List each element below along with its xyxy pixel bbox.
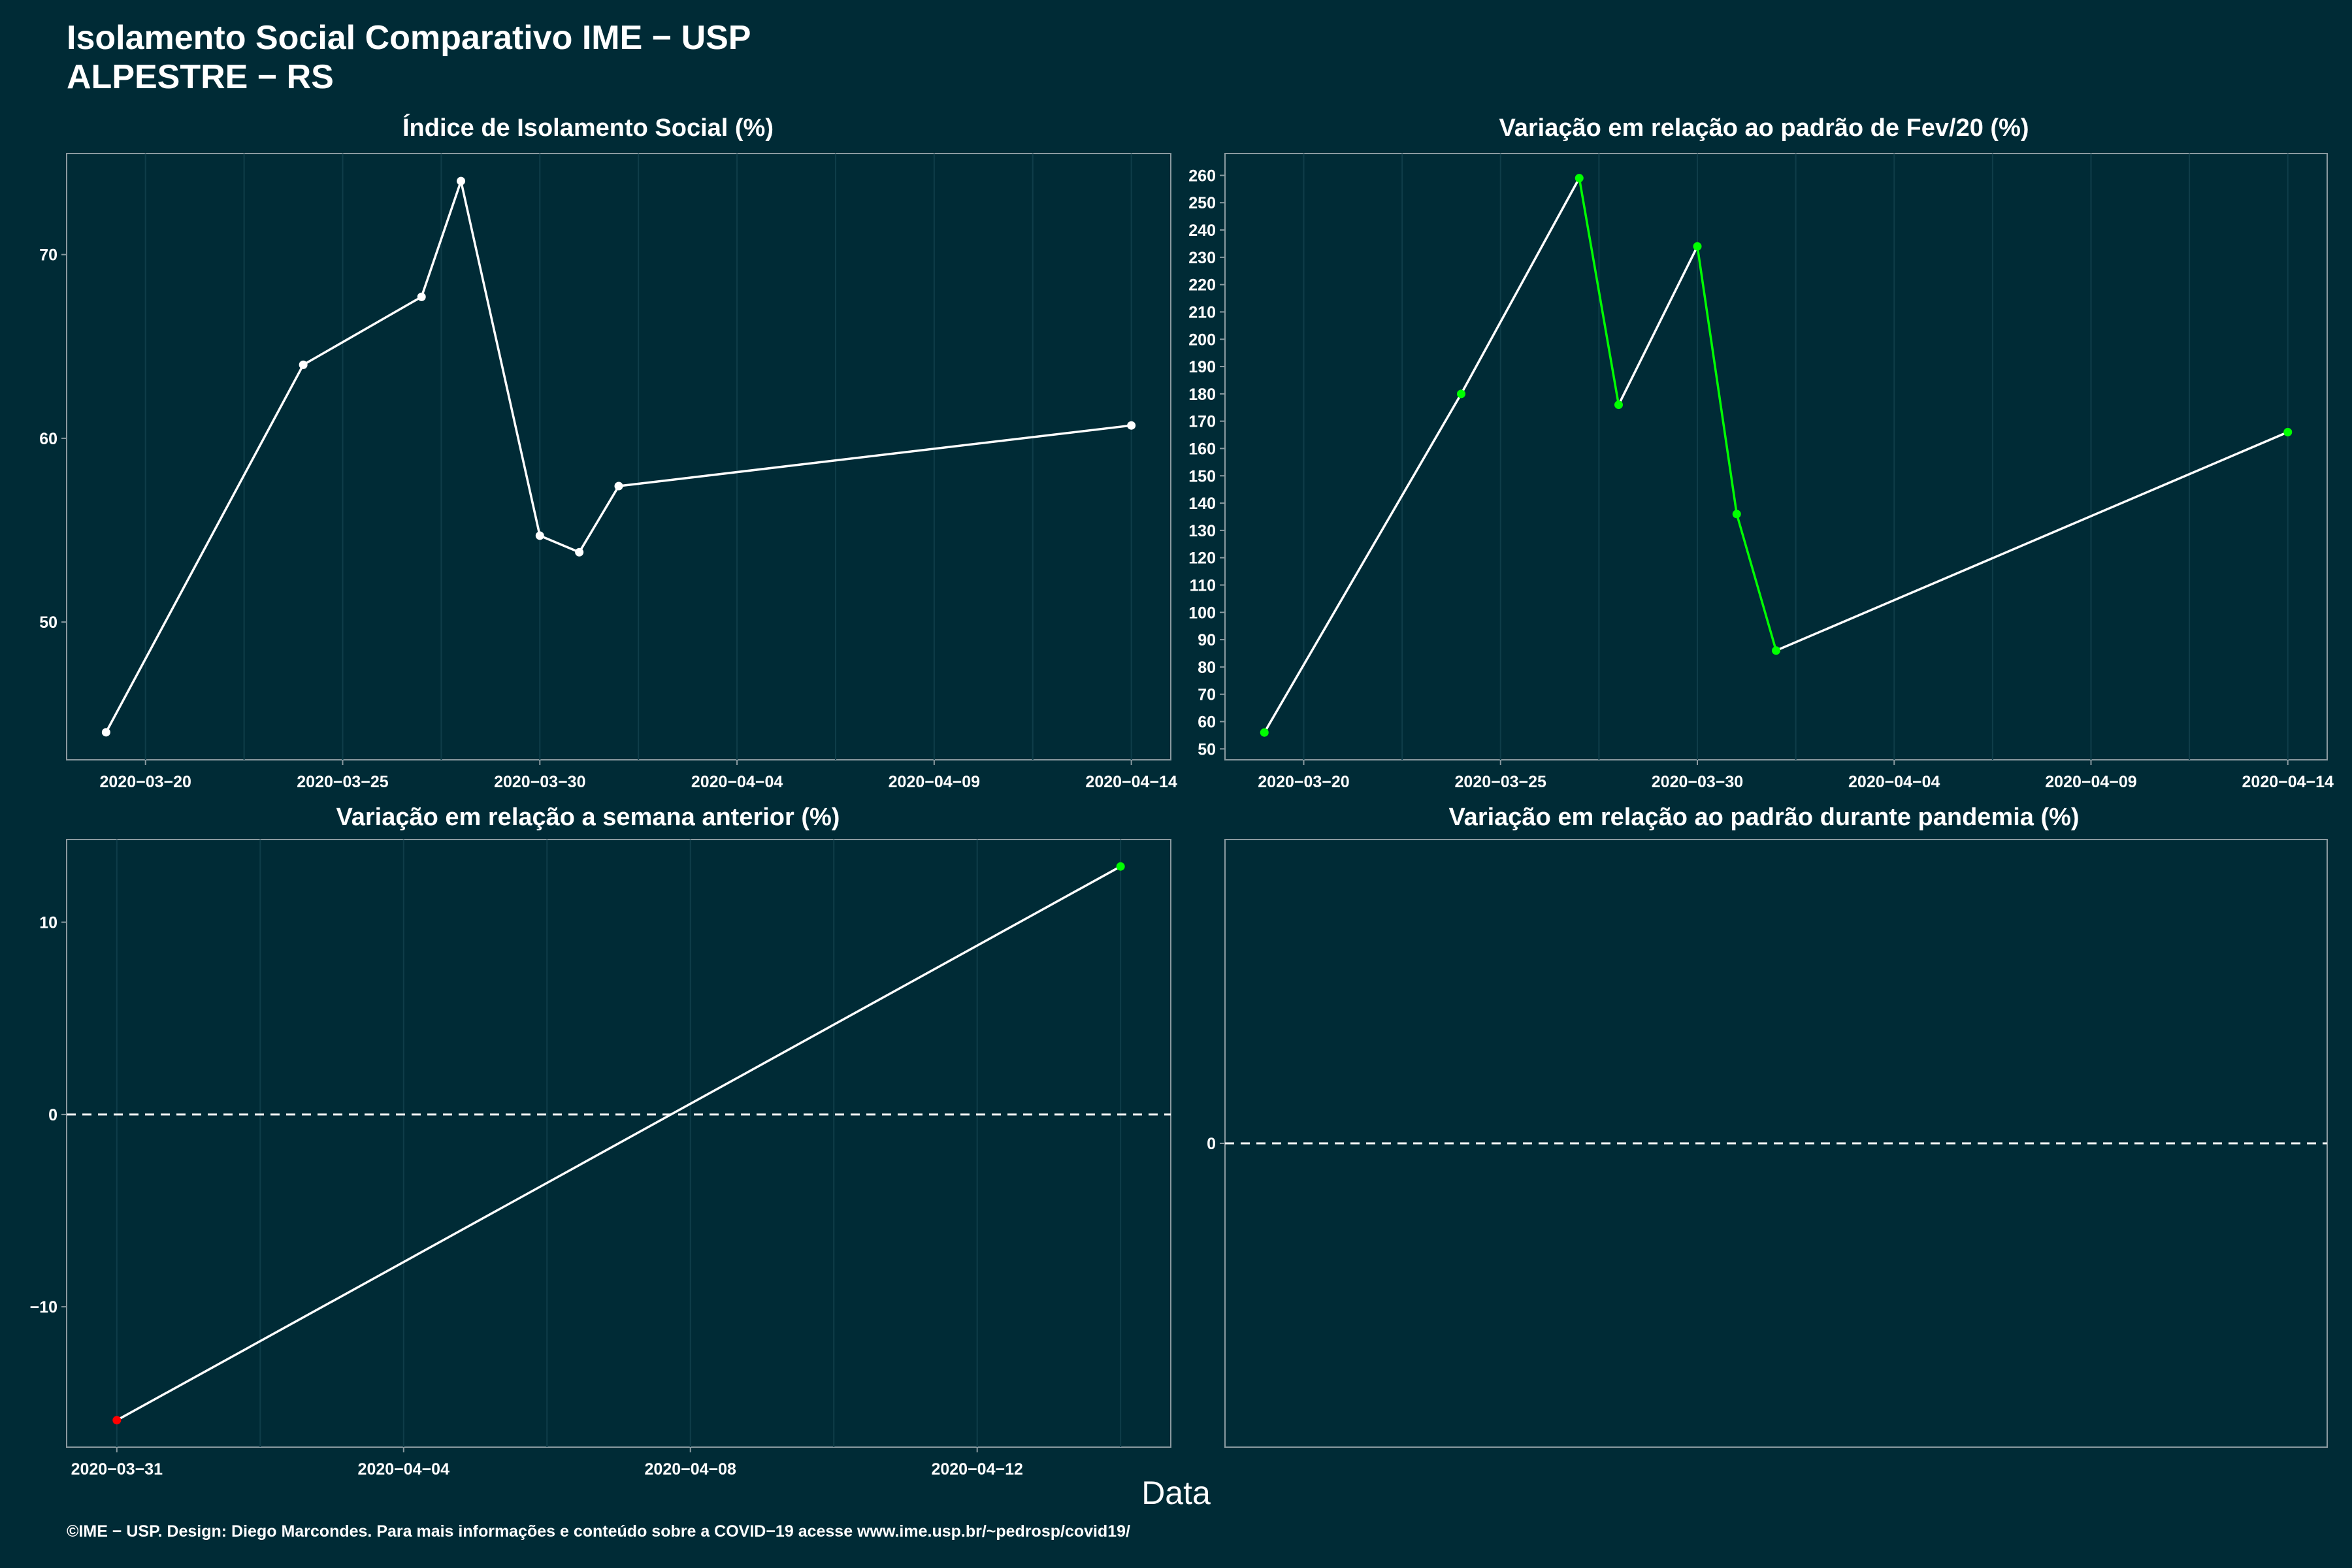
x-tick-label: 2020−04−04 (358, 1460, 450, 1478)
plot-frame (66, 153, 1171, 760)
y-tick-label: 120 (1188, 549, 1216, 568)
y-tick-label: 90 (1198, 631, 1216, 649)
x-tick-label: 2020−03−25 (297, 773, 389, 791)
x-tick-label: 2020−04−04 (691, 773, 783, 791)
y-tick-label: 80 (1198, 659, 1216, 677)
series-segment (105, 363, 304, 734)
series-segment (302, 295, 423, 367)
x-tick-label: 2020−04−04 (1848, 773, 1940, 791)
y-tick-label: 210 (1188, 303, 1216, 321)
data-point (1457, 389, 1465, 399)
data-point (112, 1416, 122, 1425)
x-tick-label: 2020−03−30 (1652, 773, 1743, 791)
data-point (1260, 728, 1269, 737)
data-point (1614, 400, 1623, 410)
y-tick-label: 150 (1188, 467, 1216, 485)
x-tick-label: 2020−04−12 (931, 1460, 1022, 1478)
series-segment (1263, 393, 1463, 734)
series-segment (1578, 176, 1620, 406)
data-point (457, 176, 466, 186)
panel-variation-pandemic: Variação em relação ao padrão durante pa… (1176, 804, 2352, 1470)
chart-svg: 2020−03−31 2020−04−04 2020−04−08 2020−04−12… (30, 839, 1171, 1478)
series-segment (1774, 431, 2289, 652)
y-tick-label: 0 (1207, 1135, 1216, 1153)
y-tick-label: 240 (1188, 221, 1216, 240)
series-segment (1460, 176, 1580, 395)
panel-title: Variação em relação a semana anterior (%… (336, 804, 840, 831)
series-segment (116, 865, 1122, 1422)
series-segment (1735, 513, 1778, 652)
chart-subtitle: ALPESTRE − RS (67, 58, 334, 96)
y-tick-label: 170 (1188, 413, 1216, 431)
y-tick-label: 50 (39, 613, 57, 632)
x-tick-label: 2020−03−31 (71, 1460, 163, 1478)
y-tick-label: 100 (1188, 604, 1216, 622)
y-tick-label: 60 (1198, 713, 1216, 731)
data-point (1127, 421, 1136, 430)
data-point (101, 728, 110, 737)
chart-svg: 0 (1207, 839, 2328, 1448)
data-point (1772, 646, 1780, 655)
y-tick-label: 10 (39, 914, 57, 932)
panel-title: Variação em relação ao padrão durante pa… (1448, 804, 2080, 831)
y-tick-label: 70 (1198, 686, 1216, 704)
data-point (535, 531, 544, 540)
data-point (1693, 242, 1702, 251)
data-point (2283, 427, 2293, 436)
y-tick-label: 0 (48, 1106, 57, 1124)
data-point (299, 360, 308, 369)
y-tick-label: −10 (30, 1298, 57, 1316)
panel-variation-feb: Variação em relação ao padrão de Fev/20 … (1176, 114, 2352, 791)
title-block: Isolamento Social Comparativo IME − USP … (67, 18, 751, 97)
y-tick-label: 110 (1190, 576, 1216, 595)
y-tick-label: 260 (1188, 167, 1216, 185)
x-tick-label: 2020−04−14 (1085, 773, 1177, 791)
data-point (575, 547, 584, 557)
y-tick-label: 70 (39, 246, 57, 265)
series-segment (420, 180, 463, 299)
chart-svg: 2020−03−20 2020−03−25 2020−03−30 2020−04−04… (39, 153, 1177, 791)
x-tick-label: 2020−03−20 (99, 773, 191, 791)
data-point (614, 482, 623, 491)
plot-frame (1224, 153, 2328, 760)
series-segment (1696, 245, 1738, 515)
y-tick-label: 190 (1188, 358, 1216, 376)
footer-caption: ©IME − USP. Design: Diego Marcondes. Par… (67, 1522, 1130, 1541)
y-tick-label: 60 (39, 430, 57, 448)
chart-title: Isolamento Social Comparativo IME − USP (67, 19, 751, 57)
data-point (1116, 862, 1125, 871)
series-segment (578, 485, 620, 553)
data-point (417, 292, 426, 301)
y-tick-label: 200 (1188, 331, 1216, 349)
data-point (1575, 174, 1584, 183)
series-segment (538, 534, 581, 553)
y-tick-label: 130 (1188, 522, 1216, 540)
y-tick-label: 230 (1188, 249, 1216, 267)
y-tick-label: 160 (1188, 440, 1216, 458)
series-segment (617, 424, 1133, 487)
x-tick-label: 2020−04−14 (2242, 773, 2334, 791)
x-axis-label: Data (1141, 1475, 1211, 1511)
chart-svg: 2020−03−20 2020−03−25 2020−03−30 2020−04−04… (1188, 153, 2334, 791)
panel-title: Índice de Isolamento Social (%) (402, 114, 774, 142)
series-segment (1617, 245, 1699, 406)
series-segment (459, 180, 542, 537)
y-tick-label: 140 (1188, 495, 1216, 513)
x-tick-label: 2020−03−25 (1455, 773, 1547, 791)
panel-isolation-index: Índice de Isolamento Social (%) 2020−03−… (0, 114, 1177, 791)
x-tick-label: 2020−04−08 (645, 1460, 737, 1478)
x-tick-label: 2020−04−09 (889, 773, 980, 791)
x-tick-label: 2020−03−20 (1258, 773, 1349, 791)
panel-title: Variação em relação ao padrão de Fev/20 … (1499, 114, 2029, 142)
data-point (1732, 510, 1741, 519)
y-tick-label: 50 (1198, 740, 1216, 759)
x-tick-label: 2020−04−09 (2045, 773, 2136, 791)
y-tick-label: 220 (1188, 276, 1216, 295)
x-tick-label: 2020−03−30 (494, 773, 585, 791)
y-tick-label: 250 (1188, 194, 1216, 212)
y-tick-label: 180 (1188, 385, 1216, 404)
panel-variation-prev-week: Variação em relação a semana anterior (%… (0, 804, 1176, 1478)
